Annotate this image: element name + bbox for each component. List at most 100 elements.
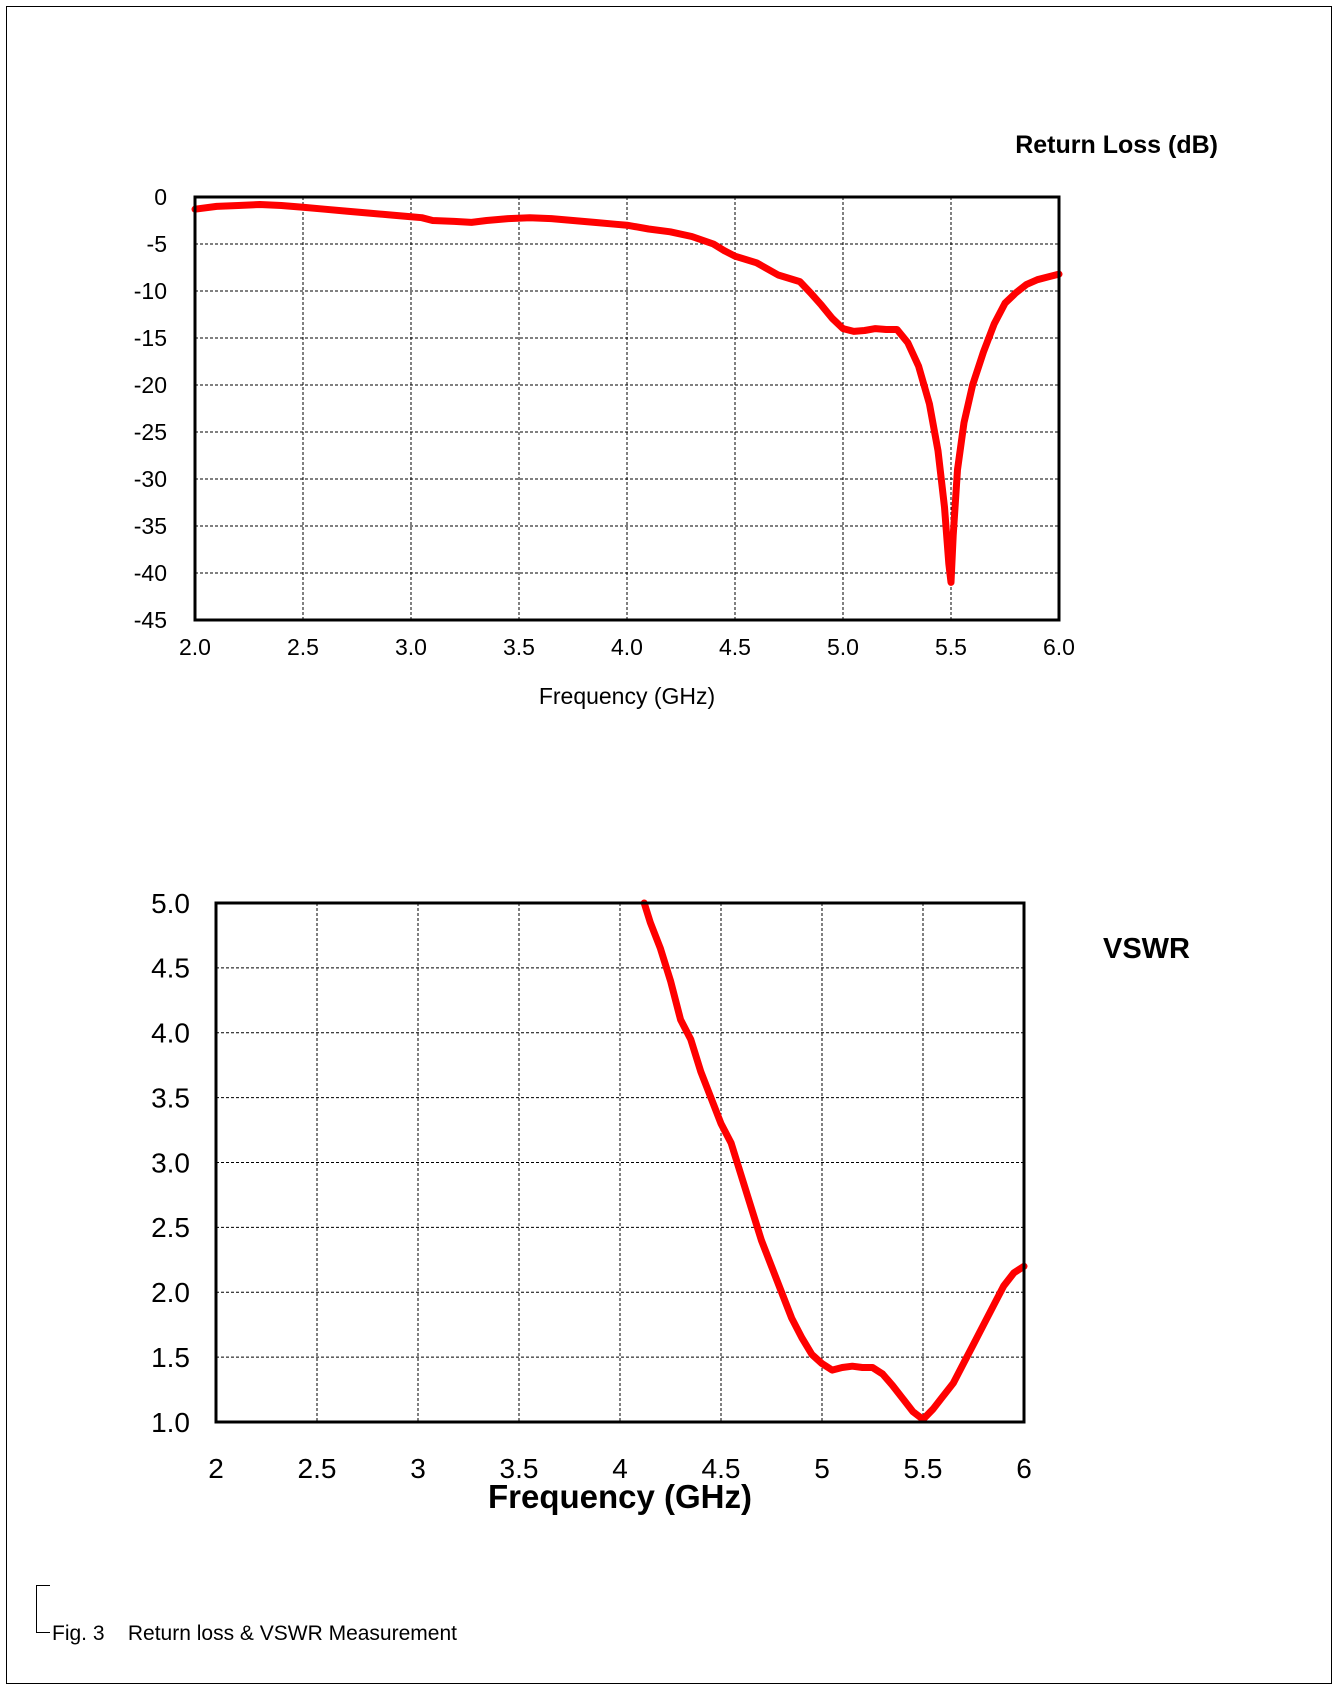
x-tick-label: 4.0 [611, 634, 643, 660]
data-point [842, 328, 844, 330]
x-axis-label: Frequency (GHz) [539, 683, 715, 709]
caption-bracket [36, 1585, 50, 1633]
data-point [956, 469, 959, 471]
y-tick-label: -5 [147, 231, 167, 257]
plot-frame [214, 901, 1026, 1424]
data-point [730, 1142, 732, 1144]
data-point [259, 203, 261, 206]
data-point [720, 1123, 722, 1125]
data-point [943, 506, 946, 508]
x-tick-label: 6.0 [1043, 634, 1075, 660]
data-point [760, 1239, 763, 1241]
y-tick-label: 2.5 [151, 1212, 190, 1243]
data-point [972, 1343, 975, 1345]
data-point [594, 221, 596, 223]
y-tick-label: 1.5 [151, 1342, 190, 1373]
data-point [710, 1097, 712, 1099]
page [6, 6, 1332, 1684]
data-point [770, 1265, 773, 1267]
data-point [821, 1363, 823, 1365]
x-tick-label: 5.5 [935, 634, 967, 660]
x-tick-label: 3.5 [503, 634, 535, 660]
data-point [932, 1408, 934, 1410]
data-point [453, 220, 455, 222]
data-point [928, 403, 931, 405]
data-point [432, 219, 434, 222]
x-tick-label: 3.0 [395, 634, 427, 660]
data-point [345, 210, 347, 212]
data-point [937, 450, 939, 452]
data-point [1013, 1272, 1015, 1274]
data-point [712, 243, 715, 245]
data-point [550, 218, 553, 220]
x-tick-label: 5.0 [827, 634, 859, 660]
data-point [791, 1317, 793, 1319]
data-point [983, 1324, 985, 1326]
data-point [861, 1366, 864, 1369]
data-point [885, 328, 887, 331]
data-point [690, 1038, 692, 1040]
data-point [680, 1019, 682, 1021]
y-tick-label: -20 [134, 372, 167, 398]
chart-title: VSWR [1103, 933, 1190, 965]
data-point [963, 422, 965, 424]
plot-frame [193, 195, 1061, 622]
data-point [871, 1366, 874, 1369]
y-tick-label: 0 [154, 184, 167, 210]
data-point [952, 1382, 954, 1384]
x-tick-label: 2.5 [287, 634, 319, 660]
data-point [649, 921, 651, 924]
data-point [1015, 292, 1017, 294]
y-tick-label: -30 [134, 466, 167, 492]
data-point [902, 1398, 904, 1400]
x-tick-label: 3.5 [500, 1453, 539, 1484]
data-point [691, 235, 693, 238]
data-point [810, 292, 812, 294]
data-point [831, 1369, 833, 1371]
data-point [740, 1174, 742, 1177]
data-point [811, 1353, 813, 1356]
x-tick-label: 3 [410, 1453, 426, 1484]
y-tick-label: -15 [134, 325, 167, 351]
data-point [820, 304, 823, 306]
data-point [572, 219, 574, 222]
data-point [777, 274, 779, 276]
data-point [1047, 276, 1049, 278]
y-tick-label: -35 [134, 513, 167, 539]
y-tick-label: -10 [134, 278, 167, 304]
series-line [640, 899, 1028, 1423]
data-point [756, 262, 758, 264]
data-point [831, 317, 833, 319]
data-point [470, 221, 473, 223]
data-point [851, 1365, 853, 1367]
data-point [1026, 283, 1028, 285]
data-point [280, 204, 282, 207]
x-axis-label: Frequency (GHz) [488, 1478, 752, 1515]
x-tick-label: 4.5 [719, 634, 751, 660]
figure-caption: Fig. 3 Return loss & VSWR Measurement [52, 1622, 457, 1645]
data-point [1003, 1285, 1005, 1287]
y-tick-label: 4.0 [151, 1018, 190, 1049]
data-point [892, 1385, 894, 1387]
x-tick-label: 5 [814, 1453, 830, 1484]
data-point [781, 1291, 783, 1293]
data-point [324, 208, 326, 210]
y-tick-label: -40 [134, 560, 167, 586]
series-line [191, 201, 1063, 586]
data-point [734, 255, 736, 257]
y-tick-label: -25 [134, 419, 167, 445]
y-tick-label: -45 [134, 607, 167, 633]
data-point [896, 328, 898, 331]
x-tick-label: 4.5 [702, 1453, 741, 1484]
data-point [626, 224, 628, 226]
data-point [918, 365, 920, 367]
data-point [302, 206, 304, 208]
y-tick-label: 3.5 [151, 1082, 190, 1113]
data-point [993, 323, 995, 325]
data-point [874, 328, 877, 330]
data-point [922, 1418, 924, 1420]
data-point [1036, 279, 1038, 281]
y-tick-label: 1.0 [151, 1407, 190, 1438]
data-point [841, 1366, 843, 1369]
data-point [853, 330, 855, 332]
